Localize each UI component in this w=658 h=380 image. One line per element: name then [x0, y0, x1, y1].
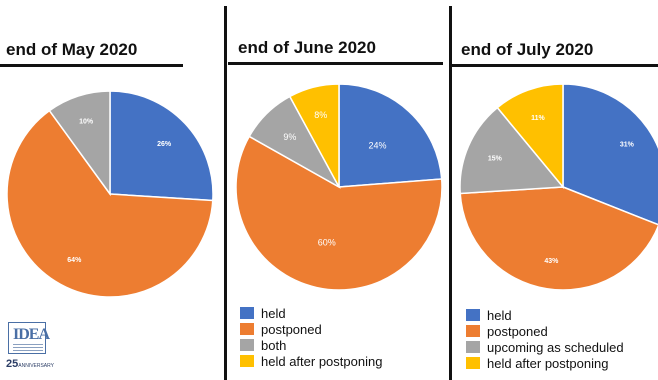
legend-label: held — [487, 307, 512, 323]
pie-data-label: 26% — [157, 141, 172, 148]
legend-swatch — [466, 341, 480, 353]
chart-title-may: end of May 2020 — [6, 40, 138, 59]
logo-letters: IDEA — [13, 326, 50, 343]
title-underline-june — [228, 62, 443, 65]
legend-item: held after postponing — [240, 353, 382, 369]
pie-data-label: 43% — [544, 258, 559, 265]
logo-anniversary-word: ANNIVERSARY — [18, 363, 55, 369]
logo-text-lines — [13, 344, 43, 353]
pie-data-label: 60% — [318, 237, 336, 247]
legend-label: held — [261, 305, 286, 321]
chart-title-june: end of June 2020 — [238, 38, 376, 57]
legend-item: postponed — [240, 321, 382, 337]
legend-item: held — [240, 305, 382, 321]
legend-swatch — [240, 339, 254, 351]
logo-anniversary-number: 25 — [6, 358, 19, 370]
pie-slice-postponed — [6, 109, 214, 298]
divider-left — [224, 6, 227, 380]
legend-label: both — [261, 337, 287, 353]
pie-data-label: 11% — [531, 115, 545, 122]
idea-logo: IDEA 25ANNIVERSARY — [6, 322, 54, 376]
legend-label: upcoming as scheduled — [487, 339, 624, 355]
legend-label: held after postponing — [487, 355, 609, 371]
pie-slice-held — [562, 83, 658, 226]
legend-swatch — [240, 307, 254, 319]
pie-slice-held — [338, 83, 443, 188]
pie-data-label: 10% — [79, 119, 94, 126]
legend-item: postponed — [466, 323, 624, 339]
pie-slice-held-after-postponing — [496, 83, 564, 190]
title-underline-may — [0, 64, 183, 67]
pie-data-label: 24% — [368, 140, 386, 150]
pie-slice-both — [48, 90, 111, 197]
legend-item: held — [466, 307, 624, 323]
legend-label: postponed — [261, 321, 322, 337]
legend-swatch — [240, 323, 254, 335]
legend-left: held postponed both held after postponing — [240, 305, 382, 369]
title-underline-july — [451, 64, 658, 67]
divider-right — [449, 6, 452, 380]
legend-right: held postponed upcoming as scheduled held a… — [466, 307, 624, 371]
pie-data-label: 9% — [283, 132, 296, 142]
pie-data-label: 8% — [314, 110, 327, 120]
pie-slice-postponed — [459, 186, 658, 291]
pie-slice-upcoming-as-scheduled — [459, 106, 565, 195]
legend-swatch — [466, 357, 480, 369]
pie-slice-held-after-postponing — [288, 83, 340, 188]
legend-label: postponed — [487, 323, 548, 339]
legend-swatch — [466, 325, 480, 337]
legend-item: both — [240, 337, 382, 353]
pie-data-label: 64% — [67, 257, 82, 264]
pie-slice-postponed — [235, 135, 443, 291]
pie-chart-may: 26% 64% 10% — [6, 90, 214, 298]
legend-swatch — [466, 309, 480, 321]
chart-title-july: end of July 2020 — [461, 40, 594, 59]
legend-label: held after postponing — [261, 353, 383, 369]
legend-swatch — [240, 355, 254, 367]
pie-data-label: 31% — [620, 142, 635, 149]
pie-data-label: 15% — [488, 156, 503, 163]
legend-item: held after postponing — [466, 355, 624, 371]
logo-frame: IDEA — [8, 322, 50, 354]
pie-slice-held — [109, 90, 214, 202]
legend-item: upcoming as scheduled — [466, 339, 624, 355]
pie-chart-june: 24% 60% 9% 8% — [235, 83, 443, 291]
logo-anniversary: 25ANNIVERSARY — [6, 358, 54, 370]
pie-chart-july: 31% 43% 15% 11% — [459, 83, 658, 291]
